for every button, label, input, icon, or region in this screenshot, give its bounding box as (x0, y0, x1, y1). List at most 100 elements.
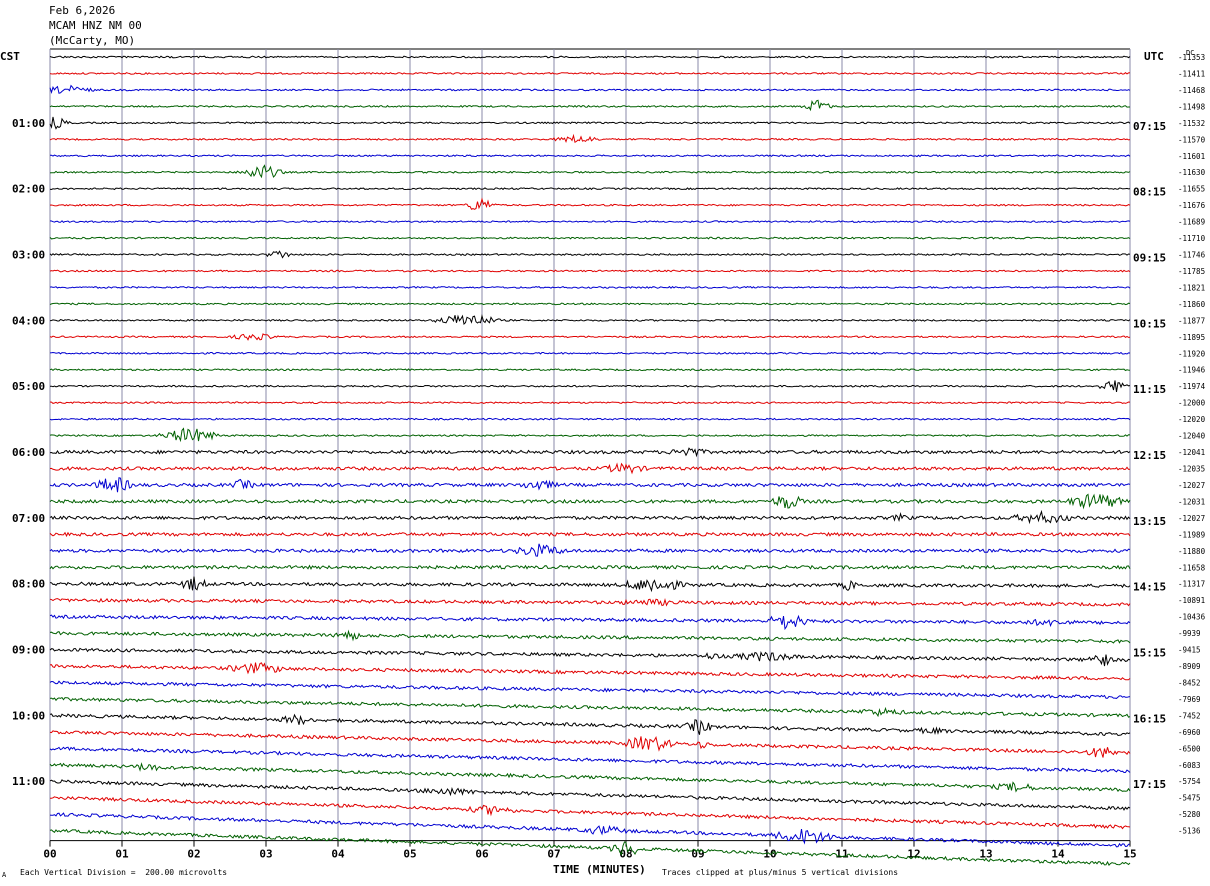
trace-line-31 (49, 543, 1131, 557)
right-time-label-0815: 08:15 (1133, 186, 1166, 199)
dc-offset-label-18: -11895 (1178, 333, 1205, 342)
dc-offset-label-40: -7969 (1178, 695, 1201, 704)
dc-offset-label-44: -6083 (1178, 761, 1201, 770)
trace-line-7 (50, 154, 1131, 158)
x-tick-label-07: 07 (547, 848, 560, 861)
clip-note: Traces clipped at plus/minus 5 vertical … (662, 868, 899, 877)
dc-offset-label-25: -12041 (1178, 448, 1205, 457)
left-time-label-1000: 10:00 (12, 709, 45, 722)
trace-line-5 (49, 116, 1131, 130)
trace-line-44 (49, 762, 1131, 793)
dc-offset-label-8: -11630 (1178, 168, 1206, 177)
trace-line-47 (49, 812, 1131, 848)
left-time-label-0500: 05:00 (12, 380, 45, 393)
x-tick-label-00: 00 (43, 848, 56, 861)
left-time-label-0900: 09:00 (12, 644, 45, 657)
x-tick-label-13: 13 (979, 848, 992, 861)
right-time-label-1015: 10:15 (1133, 317, 1166, 330)
trace-line-30 (49, 531, 1131, 538)
dc-offset-label-6: -11570 (1178, 135, 1206, 144)
trace-line-27 (49, 477, 1131, 493)
trace-line-9 (49, 187, 1131, 191)
dc-offset-label-17: -11877 (1178, 316, 1205, 325)
trace-line-48 (49, 828, 1131, 866)
right-time-label-1715: 17:15 (1133, 778, 1166, 791)
dc-offset-label-7: -11601 (1178, 152, 1205, 161)
dc-offset-label-13: -11746 (1178, 251, 1206, 260)
x-tick-label-03: 03 (259, 848, 272, 861)
header-date: Feb 6,2026 (49, 4, 116, 17)
x-tick-label-12: 12 (907, 848, 920, 861)
dc-offset-label-21: -11974 (1178, 382, 1206, 391)
scale-note: Each Vertical Division = 200.00 microvol… (20, 868, 228, 877)
dc-offset-label-5: -11532 (1178, 119, 1205, 128)
dc-offset-label-42: -6960 (1178, 728, 1201, 737)
trace-line-25 (49, 447, 1131, 458)
dc-offset-label-43: -6500 (1178, 744, 1201, 753)
trace-line-2 (49, 72, 1131, 75)
x-tick-label-09: 09 (691, 848, 704, 861)
dc-offset-label-12: -11710 (1178, 234, 1206, 243)
right-time-label-1315: 13:15 (1133, 515, 1166, 528)
left-time-label-0200: 02:00 (12, 183, 45, 196)
dc-offset-label-2: -11411 (1178, 69, 1205, 78)
trace-line-3 (49, 84, 1131, 94)
trace-line-10 (49, 197, 1131, 210)
x-tick-label-01: 01 (115, 848, 129, 861)
left-timezone-label: CST (0, 50, 20, 63)
right-time-label-1615: 16:15 (1133, 712, 1166, 725)
right-time-label-1215: 12:15 (1133, 449, 1166, 462)
left-time-label-1100: 11:00 (12, 775, 45, 788)
trace-line-1 (49, 55, 1131, 59)
dc-offset-label-30: -11989 (1178, 530, 1205, 539)
dc-offset-label-14: -11785 (1178, 267, 1205, 276)
trace-line-36 (49, 629, 1131, 644)
trace-line-45 (49, 779, 1131, 811)
x-tick-label-05: 05 (403, 848, 416, 861)
trace-line-4 (49, 99, 1130, 112)
dc-offset-label-20: -11946 (1178, 366, 1206, 375)
trace-line-12 (49, 236, 1131, 240)
trace-line-37 (49, 647, 1131, 667)
trace-line-21 (50, 380, 1131, 392)
trace-line-8 (49, 164, 1131, 179)
dc-offset-label-15: -11821 (1178, 283, 1205, 292)
trace-line-22 (49, 401, 1131, 405)
trace-line-35 (49, 614, 1131, 631)
header-station: MCAM HNZ NM 00 (49, 19, 142, 32)
x-tick-label-02: 02 (187, 848, 200, 861)
dc-offset-label-48: -5136 (1178, 827, 1201, 836)
trace-line-24 (49, 427, 1131, 443)
dc-offset-label-28: -12031 (1178, 497, 1205, 506)
trace-line-41 (49, 713, 1131, 737)
dc-label: DC (1186, 49, 1195, 57)
dc-offset-label-19: -11920 (1178, 349, 1206, 358)
trace-line-14 (49, 269, 1131, 273)
trace-line-40 (49, 696, 1131, 718)
trace-line-29 (49, 509, 1131, 525)
dc-offset-label-29: -12027 (1178, 514, 1205, 523)
right-time-label-0915: 09:15 (1133, 252, 1166, 265)
right-timezone-label: UTC (1144, 50, 1164, 63)
dc-offset-label-26: -12035 (1178, 465, 1205, 474)
right-time-label-0715: 07:15 (1133, 120, 1166, 133)
dc-offset-label-1: -11353 (1178, 53, 1205, 62)
corner-mark: A (2, 871, 7, 879)
left-time-label-0400: 04:00 (12, 314, 45, 327)
trace-line-33 (49, 576, 1131, 593)
trace-line-28 (49, 493, 1131, 510)
x-tick-label-15: 15 (1123, 848, 1136, 861)
trace-line-20 (49, 368, 1131, 372)
dc-offset-label-31: -11880 (1178, 547, 1206, 556)
trace-line-16 (49, 302, 1131, 306)
x-tick-label-14: 14 (1051, 848, 1065, 861)
dc-offset-label-23: -12020 (1178, 415, 1206, 424)
dc-offset-label-22: -12000 (1178, 399, 1206, 408)
dc-offset-label-36: -9939 (1178, 629, 1201, 638)
dc-offset-label-11: -11689 (1178, 218, 1205, 227)
left-time-label-0600: 06:00 (12, 446, 45, 459)
left-time-label-0100: 01:00 (12, 117, 45, 130)
trace-line-17 (49, 314, 1131, 325)
trace-line-15 (49, 285, 1131, 289)
